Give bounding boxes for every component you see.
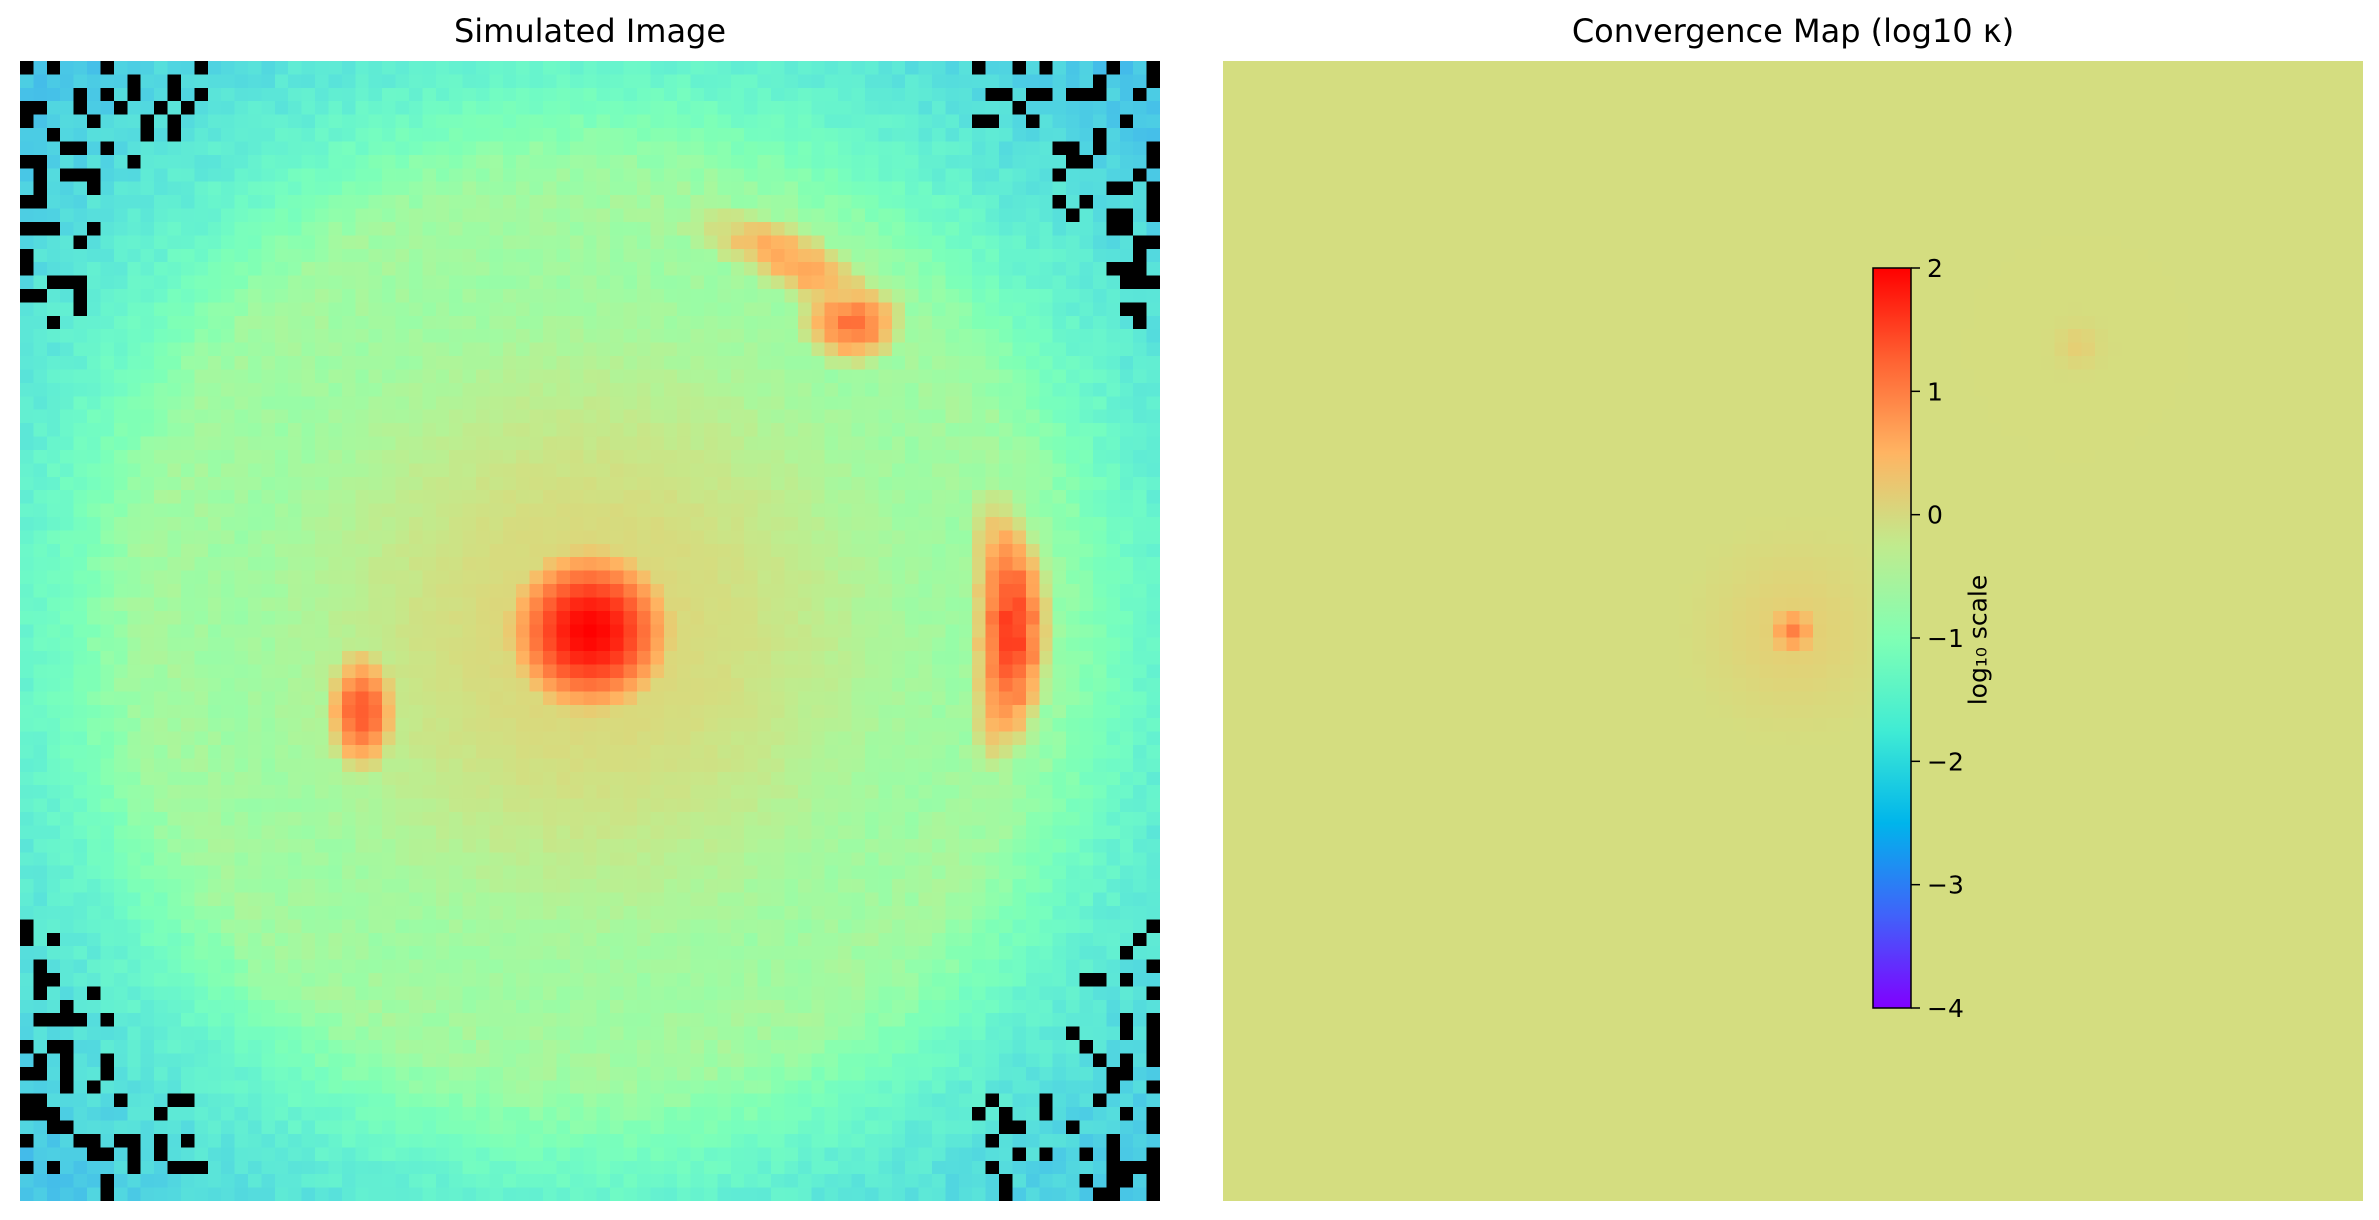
colorbar-tick-label: 2 [1927, 254, 1943, 283]
colorbar-label: log₁₀ scale [1963, 574, 1993, 706]
colorbar-tick-label: −4 [1927, 994, 1964, 1023]
colorbar-tick-label: −2 [1927, 747, 1964, 776]
convergence-map-canvas [1223, 61, 2363, 1201]
colorbar-ticks: 2 1 0 −1 −2 −3 −4 [1911, 254, 1964, 1023]
simulated-image-heatmap [20, 61, 1160, 1201]
colorbar-gradient [1872, 267, 1912, 1009]
left-panel-title: Simulated Image [453, 12, 727, 50]
right-panel-title: Convergence Map (log10 κ) [1571, 12, 2015, 50]
colorbar-tick-label: 1 [1927, 377, 1943, 406]
colorbar: 2 1 0 −1 −2 −3 −4 [1872, 254, 1964, 1023]
simulated-image-canvas [20, 61, 1160, 1201]
colorbar-tick-label: −3 [1927, 871, 1964, 900]
colorbar-tick-label: −1 [1927, 624, 1964, 653]
colorbar-tick-label: 0 [1927, 501, 1943, 530]
convergence-map-heatmap [1223, 61, 2363, 1201]
